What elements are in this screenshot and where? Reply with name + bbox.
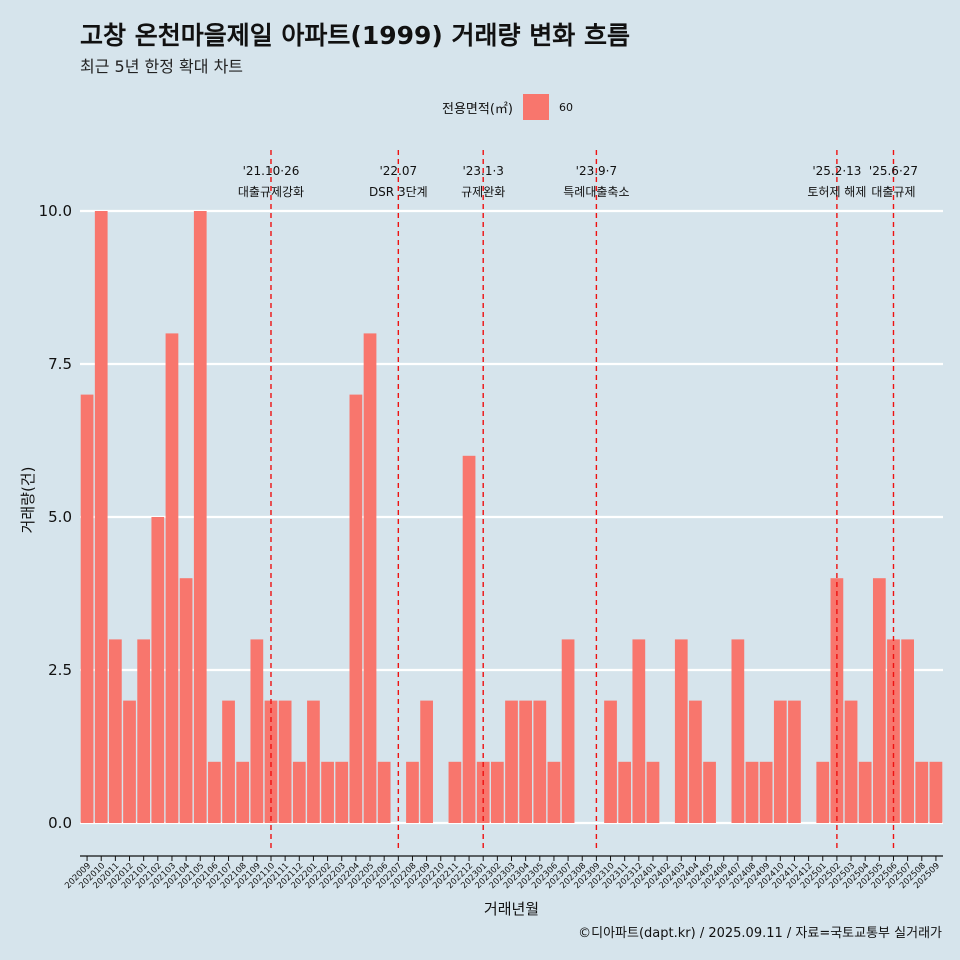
event-label: 특례대출축소 bbox=[563, 185, 629, 199]
bar-202303 bbox=[505, 700, 518, 823]
bar-202011 bbox=[109, 639, 122, 823]
bar-202104 bbox=[179, 578, 193, 823]
bar-202009 bbox=[80, 394, 94, 823]
bar-202202 bbox=[321, 761, 334, 823]
event-label: 규제완화 bbox=[461, 185, 505, 199]
bar-202201 bbox=[307, 700, 320, 823]
event-date: '22.07 bbox=[379, 164, 417, 178]
bar-202409 bbox=[759, 761, 773, 823]
bar-202501 bbox=[816, 761, 830, 823]
event-date: '21.10·26 bbox=[243, 164, 300, 178]
bar-202209 bbox=[420, 700, 433, 823]
bar-202410 bbox=[773, 700, 787, 823]
bar-202305 bbox=[533, 700, 547, 823]
y-tick-label: 2.5 bbox=[48, 661, 72, 679]
bar-202109 bbox=[250, 639, 264, 823]
bar-202312 bbox=[632, 639, 646, 823]
y-tick-label: 7.5 bbox=[48, 355, 72, 373]
bar-202405 bbox=[703, 761, 716, 823]
bar-202404 bbox=[689, 700, 702, 823]
bar-202203 bbox=[335, 761, 349, 823]
bar-202206 bbox=[377, 761, 391, 823]
bar-202101 bbox=[137, 639, 151, 823]
bar-202311 bbox=[618, 761, 632, 823]
x-axis-title: 거래년월 bbox=[484, 900, 539, 918]
bar-202505 bbox=[872, 578, 886, 823]
bar-202306 bbox=[547, 761, 561, 823]
event-label: 대출규제강화 bbox=[238, 185, 304, 199]
event-date: '25.6·27 bbox=[869, 164, 918, 178]
chart-subtitle: 최근 5년 한정 확대 차트 bbox=[80, 57, 244, 76]
bar-202507 bbox=[901, 639, 914, 823]
bar-202102 bbox=[151, 517, 165, 823]
legend-label: 60 bbox=[558, 100, 573, 114]
bar-202204 bbox=[349, 394, 363, 823]
bar-202107 bbox=[222, 700, 235, 823]
bar-202304 bbox=[519, 700, 533, 823]
bar-202208 bbox=[406, 761, 419, 823]
bar-202506 bbox=[887, 639, 900, 823]
bar-202508 bbox=[915, 761, 929, 823]
bar-202012 bbox=[123, 700, 136, 823]
bar-202509 bbox=[929, 761, 943, 823]
bar-202403 bbox=[674, 639, 688, 823]
legend-title: 전용면적(㎡) bbox=[442, 101, 513, 117]
bar-202503 bbox=[844, 700, 858, 823]
bar-202504 bbox=[858, 761, 872, 823]
bar-202106 bbox=[208, 761, 221, 823]
legend: 전용면적(㎡) 60 bbox=[442, 93, 573, 121]
bar-202110 bbox=[264, 700, 278, 823]
bar-202411 bbox=[788, 700, 801, 823]
bar-202212 bbox=[462, 455, 476, 823]
bar-202307 bbox=[561, 639, 575, 823]
legend-key-swatch bbox=[522, 94, 549, 120]
source-caption: ©디아파트(dapt.kr) / 2025.09.11 / 자료=국토교통부 실… bbox=[578, 926, 942, 941]
event-date: '23.9·7 bbox=[576, 164, 617, 178]
event-label: 토허제 해제 bbox=[807, 185, 866, 199]
bar-202408 bbox=[745, 761, 759, 823]
bar-202010 bbox=[94, 211, 108, 823]
bar-202302 bbox=[490, 761, 504, 823]
event-date: '25.2·13 bbox=[812, 164, 861, 178]
bar-202108 bbox=[236, 761, 250, 823]
event-date: '23.1·3 bbox=[462, 164, 503, 178]
bar-202103 bbox=[165, 333, 179, 823]
bar-202105 bbox=[193, 211, 207, 823]
event-label: 대출규제 bbox=[871, 185, 915, 199]
bar-202211 bbox=[448, 761, 462, 823]
event-label: DSR 3단계 bbox=[369, 185, 428, 199]
bar-202111 bbox=[278, 700, 292, 823]
chart-title: 고창 온천마을제일 아파트(1999) 거래량 변화 흐름 bbox=[80, 21, 630, 50]
bar-202205 bbox=[363, 333, 377, 823]
bar-202407 bbox=[731, 639, 745, 823]
bar-202310 bbox=[604, 700, 617, 823]
y-tick-label: 0.0 bbox=[48, 814, 72, 832]
bar-202112 bbox=[292, 761, 306, 823]
y-tick-label: 10.0 bbox=[39, 202, 72, 220]
y-tick-label: 5.0 bbox=[48, 508, 72, 526]
y-axis-title: 거래량(건) bbox=[19, 467, 37, 534]
bar-202401 bbox=[646, 761, 660, 823]
